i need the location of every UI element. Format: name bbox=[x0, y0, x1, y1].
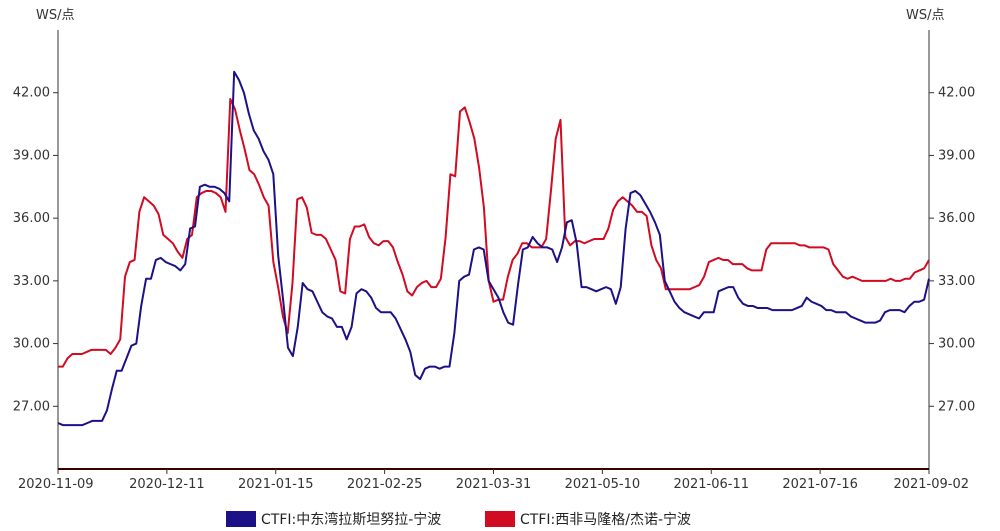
right-y-tick-label: 30.00 bbox=[938, 337, 975, 352]
series-line bbox=[57, 70, 930, 427]
series-line bbox=[58, 97, 930, 368]
left-y-tick-label: 33.00 bbox=[13, 274, 50, 289]
series-lines bbox=[57, 70, 930, 427]
left-y-tick-label: 27.00 bbox=[13, 399, 50, 414]
x-tick-label: 2020-12-11 bbox=[129, 477, 205, 492]
x-tick-label: 2021-03-31 bbox=[456, 477, 532, 492]
x-tick-label: 2021-01-15 bbox=[238, 477, 314, 492]
left-y-tick-label: 36.00 bbox=[13, 211, 50, 226]
left-y-tick-label: 42.00 bbox=[13, 86, 50, 101]
axes: 27.00 27.00 30.00 30.00 33.00 33.00 36.00 36.00… bbox=[13, 30, 975, 492]
left-axis-unit: WS/点 bbox=[36, 8, 75, 23]
right-y-tick-label: 36.00 bbox=[938, 211, 975, 226]
legend-label: CTFI:西非马隆格/杰诺-宁波 bbox=[520, 511, 691, 528]
x-tick-label: 2021-05-10 bbox=[565, 477, 641, 492]
left-y-tick-label: 39.00 bbox=[13, 148, 50, 163]
right-y-tick-label: 39.00 bbox=[938, 148, 975, 163]
right-y-tick-label: 33.00 bbox=[938, 274, 975, 289]
legend-swatch bbox=[485, 511, 515, 527]
legend-swatch bbox=[226, 511, 256, 527]
x-tick-label: 2020-11-09 bbox=[18, 477, 94, 492]
right-y-tick-label: 27.00 bbox=[938, 399, 975, 414]
right-y-tick-label: 42.00 bbox=[938, 86, 975, 101]
right-axis-unit: WS/点 bbox=[906, 8, 945, 23]
x-tick-label: 2021-02-25 bbox=[347, 477, 423, 492]
left-y-tick-label: 30.00 bbox=[13, 337, 50, 352]
x-tick-label: 2021-09-02 bbox=[893, 477, 969, 492]
legend: CTFI:中东湾拉斯坦努拉-宁波 CTFI:西非马隆格/杰诺-宁波 bbox=[226, 511, 691, 528]
x-tick-label: 2021-07-16 bbox=[782, 477, 858, 492]
legend-label: CTFI:中东湾拉斯坦努拉-宁波 bbox=[261, 511, 441, 528]
x-tick-label: 2021-06-11 bbox=[673, 477, 749, 492]
